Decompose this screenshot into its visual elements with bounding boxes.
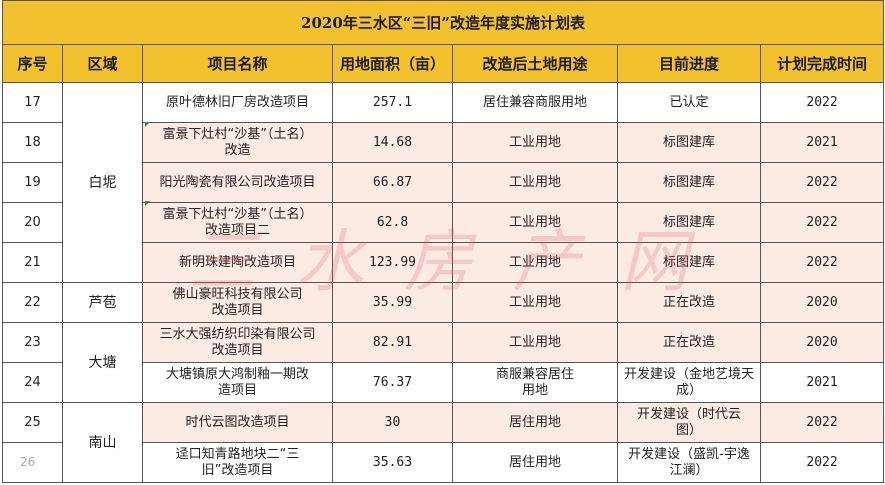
cell-area: 66.87: [332, 162, 453, 203]
project-name-text: 大塘镇原大鸿制釉一期改造项目: [165, 366, 309, 398]
header-progress: 目前进度: [617, 44, 761, 83]
table-title: 2020年三水区“三旧”改造年度实施计划表: [1, 0, 885, 45]
region-nanshan: 南山: [62, 402, 143, 483]
cell-project-name: 新明珠建陶改造项目: [142, 242, 333, 283]
table-row: 19 阳光陶瓷有限公司改造项目 66.87 工业用地 标图建库 2022: [2, 162, 885, 203]
project-name-text: 佛山豪旺科技有限公司改造项目: [172, 286, 303, 318]
cell-no: 23: [2, 322, 63, 363]
project-name-text: 三水大强纺织印染有限公司改造项目: [159, 326, 316, 358]
cell-project-name: 迳口知青路地块二“三旧”改造项目: [142, 442, 333, 483]
cell-year: 2022: [759, 162, 885, 203]
cell-land-use: 居住兼容商服用地: [452, 82, 618, 123]
cell-progress: 正在改造: [617, 322, 761, 363]
table-row: 18 富景下灶村“沙基”（土名）改造 14.68 工业用地 标图建库 2021: [2, 122, 885, 163]
region-luhuan: 芦苞: [62, 282, 143, 323]
cell-project-name: 阳光陶瓷有限公司改造项目: [142, 162, 333, 203]
cell-progress: 已认定: [617, 82, 761, 123]
cell-land-use: 工业用地: [452, 322, 618, 363]
cell-no: 24: [2, 362, 63, 403]
cell-area: 76.37: [332, 362, 453, 403]
cell-no: 20: [2, 202, 63, 243]
cell-year: 2020: [759, 322, 885, 363]
region-baini: 白坭: [62, 82, 143, 283]
header-region: 区域: [62, 44, 143, 83]
table-row: 25 南山 时代云图改造项目 30 居住用地 开发建设（时代云图） 2022: [2, 402, 885, 483]
project-name-text: 富景下灶村“沙基”（土名）改造: [162, 126, 313, 158]
land-use-text: 商服兼容居住用地: [495, 366, 574, 398]
cell-land-use: 居住用地: [452, 442, 618, 483]
cell-progress: 正在改造: [617, 282, 761, 323]
cell-year: 2021: [759, 122, 885, 163]
cell-project-name: 时代云图改造项目: [142, 402, 333, 443]
cell-project-name: 大塘镇原大鸿制釉一期改造项目: [142, 362, 333, 403]
table-row: 迳口知青路地块二“三旧”改造项目 35.63 居住用地 开发建设（盛凯-宇逸江澜…: [2, 442, 885, 483]
table-row: 24 大塘镇原大鸿制釉一期改造项目 76.37 商服兼容居住用地 开发建设（金地…: [2, 362, 885, 403]
cell-progress: 开发建设（金地艺境天成）: [617, 362, 761, 403]
cell-project-name: 富景下灶村“沙基”（土名）改造: [142, 122, 333, 163]
table-row: 22 芦苞 佛山豪旺科技有限公司改造项目 35.99 工业用地 正在改造 202…: [2, 282, 885, 323]
cell-no: 25: [2, 402, 63, 443]
cell-year: 2022: [759, 402, 885, 443]
cell-land-use: 工业用地: [452, 282, 618, 323]
cell-progress: 标图建库: [617, 202, 761, 243]
cell-progress: 标图建库: [617, 122, 761, 163]
cell-land-use: 商服兼容居住用地: [452, 362, 618, 403]
progress-text: 开发建设（金地艺境天成）: [623, 366, 754, 398]
progress-text: 开发建设（时代云图）: [636, 406, 741, 438]
cell-progress: 开发建设（盛凯-宇逸江澜）: [617, 442, 761, 483]
table-row: 20 富景下灶村“沙基”（土名）改造项目二 62.8 工业用地 标图建库 202…: [2, 202, 885, 243]
header-no: 序号: [2, 44, 63, 83]
cell-area: 35.99: [332, 282, 453, 323]
cell-area: 30: [332, 402, 453, 443]
cell-progress: 开发建设（时代云图）: [617, 402, 761, 443]
cell-area: 123.99: [332, 242, 453, 283]
cell-area: 35.63: [332, 442, 453, 483]
cell-no: 19: [2, 162, 63, 203]
cell-area: 82.91: [332, 322, 453, 363]
header-land-use: 改造后土地用途: [452, 44, 618, 83]
cell-year: 2021: [759, 362, 885, 403]
table-row: 23 大塘 三水大强纺织印染有限公司改造项目 82.91 工业用地 正在改造 2…: [2, 322, 885, 403]
progress-text: 开发建设（盛凯-宇逸江澜）: [628, 446, 750, 478]
header-area: 用地面积（亩）: [332, 44, 453, 83]
cell-no: 18: [2, 122, 63, 163]
cell-land-use: 居住用地: [452, 402, 618, 443]
cell-project-name: 原叶德林旧厂房改造项目: [142, 82, 333, 123]
cell-comment-marker: [145, 122, 150, 127]
cell-comment-marker: [145, 201, 150, 206]
cell-land-use: 工业用地: [452, 242, 618, 283]
project-name-text: 迳口知青路地块二“三旧”改造项目: [175, 446, 300, 478]
cell-land-use: 工业用地: [452, 202, 618, 243]
cell-area: 257.1: [332, 82, 453, 123]
cell-land-use: 工业用地: [452, 162, 618, 203]
cell-no: [2, 442, 63, 483]
cell-year: 2022: [759, 82, 885, 123]
region-datang: 大塘: [62, 322, 143, 403]
cell-year: 2022: [759, 202, 885, 243]
cell-no: 22: [2, 282, 63, 323]
faded-row-number: 26: [20, 455, 36, 469]
cell-year: 2020: [759, 282, 885, 323]
project-name-text: 富景下灶村“沙基”（土名）改造项目二: [162, 206, 313, 238]
cell-project-name: 三水大强纺织印染有限公司改造项目: [142, 322, 333, 363]
cell-progress: 标图建库: [617, 162, 761, 203]
cell-project-name: 富景下灶村“沙基”（土名）改造项目二: [142, 202, 333, 243]
cell-no: 21: [2, 242, 63, 283]
cell-year: 2022: [759, 242, 885, 283]
cell-no: 17: [2, 82, 63, 123]
cell-land-use: 工业用地: [452, 122, 618, 163]
cell-area: 62.8: [332, 202, 453, 243]
cell-progress: 标图建库: [617, 242, 761, 283]
cell-year: 2022: [759, 442, 885, 483]
cell-project-name: 佛山豪旺科技有限公司改造项目: [142, 282, 333, 323]
table-row: 21 新明珠建陶改造项目 123.99 工业用地 标图建库 2022: [2, 242, 885, 283]
header-project-name: 项目名称: [142, 44, 333, 83]
table-row: 17 白坭 原叶德林旧厂房改造项目 257.1 居住兼容商服用地 已认定 202…: [2, 82, 885, 283]
header-completion-year: 计划完成时间: [759, 44, 885, 83]
cell-area: 14.68: [332, 122, 453, 163]
